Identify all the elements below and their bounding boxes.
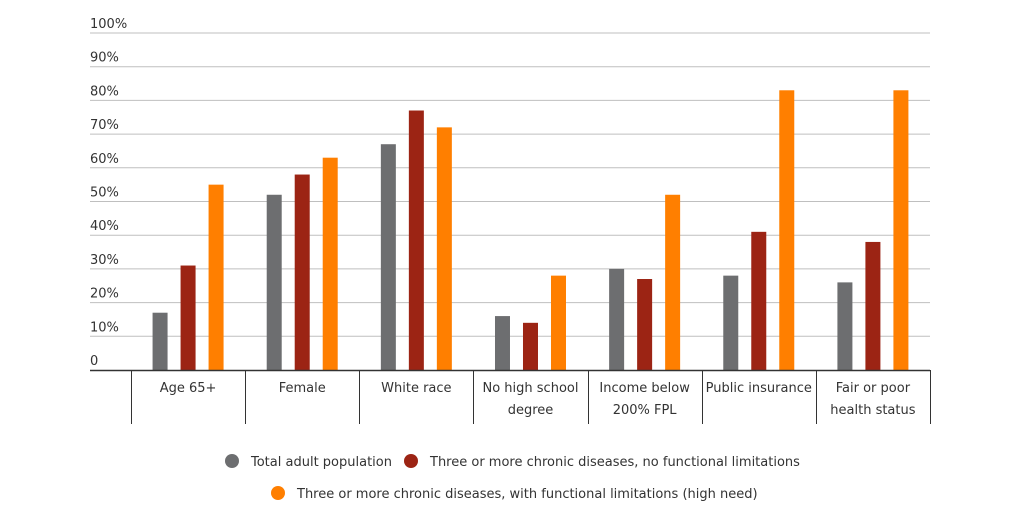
x-tick-label: Female <box>279 381 326 396</box>
bar <box>609 268 625 370</box>
bars <box>152 90 909 370</box>
bar <box>751 231 767 370</box>
y-tick-label: 80% <box>90 84 119 99</box>
bar <box>779 90 795 370</box>
bar <box>893 90 909 370</box>
bar <box>550 275 566 370</box>
y-tick-label: 20% <box>90 287 119 302</box>
legend-marker <box>271 486 285 500</box>
y-tick-label: 60% <box>90 152 119 167</box>
x-tick-label: 200% FPL <box>613 403 678 418</box>
x-tick-label: No high school <box>483 381 579 396</box>
bar <box>180 265 196 370</box>
legend-item: Total adult population <box>225 454 392 470</box>
legend-label: Three or more chronic diseases, no funct… <box>429 455 800 470</box>
x-tick-label: Fair or poor <box>836 381 911 396</box>
y-tick-label: 40% <box>90 219 119 234</box>
legend-label: Three or more chronic diseases, with fun… <box>296 487 758 502</box>
bar <box>723 275 739 370</box>
x-tick-label: Age 65+ <box>160 381 217 396</box>
x-axis: Age 65+ Female White race No high school deg… <box>90 369 931 424</box>
bar <box>494 316 510 370</box>
bar <box>436 127 452 370</box>
x-tick-label: degree <box>508 403 554 418</box>
legend-label: Total adult population <box>250 455 392 470</box>
y-tick-label: 0 <box>90 354 98 369</box>
bar <box>637 279 653 370</box>
bar <box>322 157 338 370</box>
bar <box>152 312 168 370</box>
x-tick-label: Income below <box>599 381 690 396</box>
x-tick-label: health status <box>830 403 915 418</box>
bar <box>380 144 396 370</box>
gridlines <box>90 32 930 337</box>
bar <box>408 110 424 370</box>
bar <box>665 194 681 370</box>
y-tick-label: 100% <box>90 17 127 32</box>
bar <box>208 184 224 370</box>
legend: Total adult population Three or more chro… <box>225 454 800 502</box>
bar <box>522 322 538 370</box>
legend-item: Three or more chronic diseases, no funct… <box>404 454 800 470</box>
y-tick-label: 50% <box>90 186 119 201</box>
y-axis-tick-labels: 0 10% 20% 30% 40% 50% 60% 70% 80% 90% 100% <box>90 17 127 369</box>
legend-marker <box>225 454 239 468</box>
y-tick-label: 90% <box>90 51 119 66</box>
y-tick-label: 70% <box>90 118 119 133</box>
x-tick-label: Public insurance <box>706 381 812 396</box>
legend-marker <box>404 454 418 468</box>
y-tick-label: 30% <box>90 253 119 268</box>
bar <box>266 194 282 370</box>
legend-item: Three or more chronic diseases, with fun… <box>271 486 758 502</box>
y-tick-label: 10% <box>90 320 119 335</box>
bar <box>865 241 881 370</box>
x-tick-label: White race <box>381 381 451 396</box>
bar <box>294 174 310 370</box>
bar <box>837 282 853 370</box>
